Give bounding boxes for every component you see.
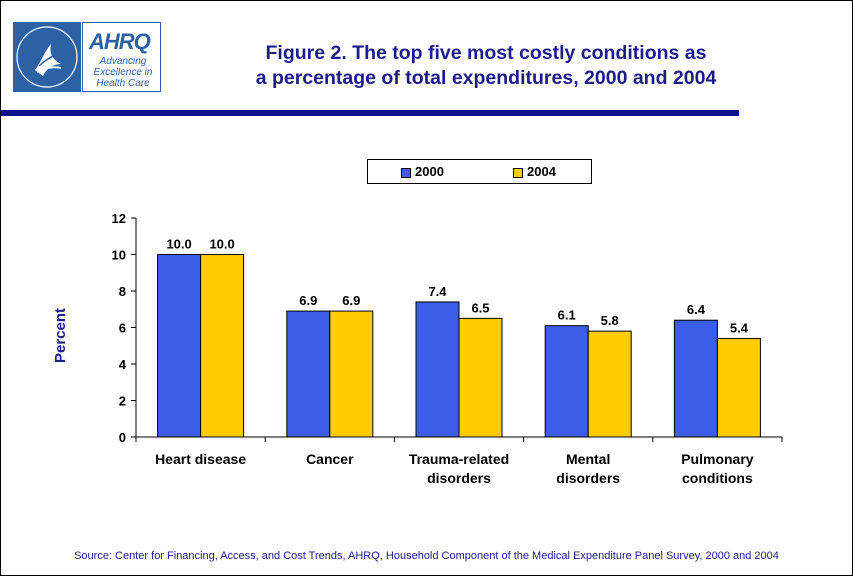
x-category-label: Trauma-related (409, 451, 509, 467)
legend-label-2004: 2004 (527, 164, 556, 179)
bar-value-label-2004: 5.4 (730, 320, 749, 335)
x-category-label: disorders (427, 470, 491, 486)
header-rule (1, 110, 739, 116)
y-tick-label: 4 (119, 357, 127, 372)
ahrq-tagline-line: Advancing (99, 56, 147, 67)
x-category-label: disorders (556, 470, 620, 486)
y-axis-title: Percent (52, 308, 69, 363)
bar-2004 (587, 330, 632, 438)
bar-value-label-2000: 10.0 (166, 237, 191, 252)
bar-2004 (200, 254, 245, 438)
bar-value-label-2000: 6.4 (687, 302, 706, 317)
legend-label-2000: 2000 (415, 164, 444, 179)
source-note: Source: Center for Financing, Access, an… (74, 550, 779, 562)
x-category-label: Mental (566, 451, 610, 467)
x-category-label: Heart disease (155, 451, 246, 467)
ahrq-wordmark: AHRQ Advancing Excellence in Health Care (82, 22, 161, 92)
figure-title-line: a percentage of total expenditures, 2000… (255, 67, 717, 89)
bar-2004 (329, 310, 374, 438)
y-tick-label: 10 (112, 248, 126, 263)
x-category-label: Cancer (306, 451, 354, 467)
bar-2000 (157, 254, 202, 438)
bar-value-label-2004: 6.9 (342, 293, 360, 308)
bar-2000 (544, 325, 589, 438)
y-tick-label: 8 (119, 284, 126, 299)
ahrq-tagline-line: Health Care (96, 78, 150, 89)
bar-value-label-2000: 6.9 (299, 293, 317, 308)
y-tick-label: 2 (119, 394, 126, 409)
bar-2000 (415, 301, 460, 438)
legend-swatch-2000 (401, 168, 411, 178)
figure-title: Figure 2. The top five most costly condi… (176, 41, 796, 91)
ahrq-tagline: Advancing Excellence in Health Care (87, 56, 159, 89)
bar-2000 (673, 319, 718, 438)
hhs-seal-icon (13, 22, 81, 92)
chart-legend: 2000 2004 (367, 159, 592, 184)
bar-value-label-2000: 6.1 (558, 308, 576, 323)
ahrq-tagline-line: Excellence in (93, 67, 153, 78)
x-category-label: Pulmonary (681, 451, 754, 467)
bar-value-label-2000: 7.4 (428, 284, 447, 299)
x-category-label: conditions (682, 470, 753, 486)
bar-value-label-2004: 5.8 (601, 313, 619, 328)
ahrq-brand-text: AHRQ (89, 29, 151, 54)
bar-2000 (286, 310, 331, 438)
ahrq-logo: AHRQ Advancing Excellence in Health Care (13, 22, 161, 92)
y-tick-label: 6 (119, 321, 126, 336)
figure-title-line: Figure 2. The top five most costly condi… (265, 42, 707, 64)
legend-swatch-2004 (513, 168, 523, 178)
bar-value-label-2004: 10.0 (209, 237, 234, 252)
bar-2004 (716, 337, 761, 438)
y-tick-label: 12 (112, 211, 126, 226)
bar-2004 (458, 317, 503, 438)
bar-value-label-2004: 6.5 (471, 300, 489, 315)
y-tick-label: 0 (119, 430, 126, 445)
